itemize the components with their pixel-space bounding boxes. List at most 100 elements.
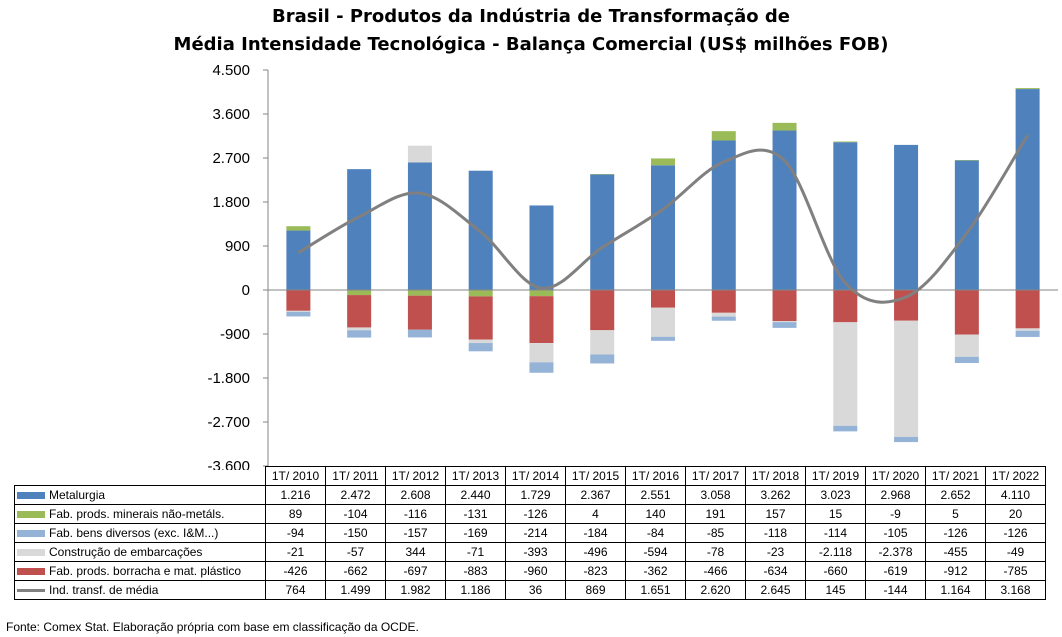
bar-segment — [954, 160, 979, 290]
table-row: Metalurgia 1.216 2.472 2.608 2.440 1.729 2.367… — [14, 485, 1046, 505]
table-cell: -78 — [685, 542, 746, 562]
bar-segment — [1015, 330, 1040, 337]
legend-entry: Ind. transf. de média — [14, 580, 266, 600]
legend-swatch — [17, 589, 45, 593]
bar-segment — [286, 310, 311, 312]
bar-segment — [590, 174, 615, 175]
bar-segment — [529, 362, 554, 373]
bar-segment — [529, 290, 554, 297]
table-cell: -23 — [745, 542, 806, 562]
bar-segment — [772, 322, 797, 328]
table-cell: 2.367 — [565, 485, 626, 505]
legend-entry: Fab. prods. borracha e mat. plástico — [14, 561, 266, 581]
table-cell: 2.472 — [325, 485, 386, 505]
bar-segment — [894, 320, 919, 437]
table-cell: 191 — [685, 504, 746, 524]
table-cell: 89 — [265, 504, 326, 524]
table-cell: 2.645 — [745, 580, 806, 600]
y-tick-label: -900 — [220, 326, 250, 343]
y-tick-label: 1.800 — [212, 194, 250, 211]
table-cell: -94 — [265, 523, 326, 543]
bar-segment — [1015, 88, 1040, 90]
line-series-ind-transf-media — [297, 134, 1029, 304]
y-tick-label: -1.800 — [207, 370, 250, 387]
table-cell: 3.058 — [685, 485, 746, 505]
bar-segment — [772, 122, 797, 131]
table-category-header: 1T/ 2018 — [745, 466, 806, 486]
legend-swatch — [17, 492, 45, 500]
table-cell: 15 — [805, 504, 866, 524]
legend-swatch — [17, 530, 45, 538]
bar-segment — [286, 226, 311, 231]
legend-swatch — [17, 511, 45, 519]
table-cell: 1.651 — [625, 580, 686, 600]
table-cell: -785 — [985, 561, 1046, 581]
table-cell: 1.729 — [505, 485, 566, 505]
table-row: Construção de embarcações -21 -57 344 -71 -39… — [14, 542, 1046, 562]
table-cell: -697 — [385, 561, 446, 581]
table-cell: -118 — [745, 523, 806, 543]
legend-entry: Fab. prods. minerais não-metáls. — [14, 504, 266, 524]
bar-segment — [407, 290, 432, 296]
table-category-header: 1T/ 2022 — [985, 466, 1046, 486]
bar-segment — [286, 230, 311, 290]
bar-segment — [468, 296, 493, 340]
chart-plot: 4.500 3.600 2.700 1.800 900 0 -900 -1.800 -2.700… — [207, 62, 1058, 470]
bar-segment — [1015, 89, 1040, 290]
bar-segment — [772, 130, 797, 290]
table-cell: -114 — [805, 523, 866, 543]
bar-segment — [1015, 290, 1040, 329]
table-cell: -49 — [985, 542, 1046, 562]
table-cell: -214 — [505, 523, 566, 543]
table-cell: -426 — [265, 561, 326, 581]
table-cell: -660 — [805, 561, 866, 581]
bar-segment — [286, 290, 311, 311]
table-cell: -157 — [385, 523, 446, 543]
table-category-header: 1T/ 2017 — [685, 466, 746, 486]
table-cell: 36 — [505, 580, 566, 600]
table-cell: 2.608 — [385, 485, 446, 505]
table-cell: -9 — [865, 504, 926, 524]
table-category-header: 1T/ 2016 — [625, 466, 686, 486]
legend-label: Fab. prods. minerais não-metáls. — [49, 507, 225, 521]
table-cell: -2.118 — [805, 542, 866, 562]
table-category-header: 1T/ 2010 — [265, 466, 326, 486]
table-cell: -619 — [865, 561, 926, 581]
bar-segment — [590, 290, 615, 331]
table-cell: -455 — [925, 542, 986, 562]
source-note: Fonte: Comex Stat. Elaboração própria co… — [6, 620, 419, 634]
table-cell: 1.216 — [265, 485, 326, 505]
table-cell: 2.440 — [445, 485, 506, 505]
legend-label: Ind. transf. de média — [49, 583, 159, 597]
legend-entry: Metalurgia — [14, 485, 266, 505]
table-cell: -169 — [445, 523, 506, 543]
table-cell: 3.168 — [985, 580, 1046, 600]
table-cell: -823 — [565, 561, 626, 581]
table-cell: -912 — [925, 561, 986, 581]
legend-label: Fab. prods. borracha e mat. plástico — [49, 564, 242, 578]
legend-entry: Construção de embarcações — [14, 542, 266, 562]
table-cell: -126 — [925, 523, 986, 543]
bar-segment — [894, 290, 919, 321]
bar-segment — [894, 144, 919, 290]
bar-segment — [651, 336, 675, 341]
chart-title-line1: Brasil - Produtos da Indústria de Transf… — [272, 6, 790, 27]
bar-segment — [468, 290, 493, 297]
bar-segment — [711, 316, 736, 321]
table-cell: -131 — [445, 504, 506, 524]
bar-segment — [407, 162, 432, 290]
table-category-header: 1T/ 2013 — [445, 466, 506, 486]
y-tick-label: 0 — [242, 282, 250, 299]
legend-label: Construção de embarcações — [49, 545, 203, 559]
table-cell: -662 — [325, 561, 386, 581]
bar-segment — [651, 158, 675, 166]
data-table: 1T/ 2010 1T/ 2011 1T/ 2012 1T/ 2013 1T/ 2014… — [14, 466, 1046, 600]
bar-segment — [286, 311, 311, 317]
table-cell: 2.620 — [685, 580, 746, 600]
bar-segment — [651, 290, 675, 308]
table-cell: -883 — [445, 561, 506, 581]
bar-segment — [833, 142, 858, 290]
table-cell: -150 — [325, 523, 386, 543]
table-cell: -634 — [745, 561, 806, 581]
table-cell: -362 — [625, 561, 686, 581]
